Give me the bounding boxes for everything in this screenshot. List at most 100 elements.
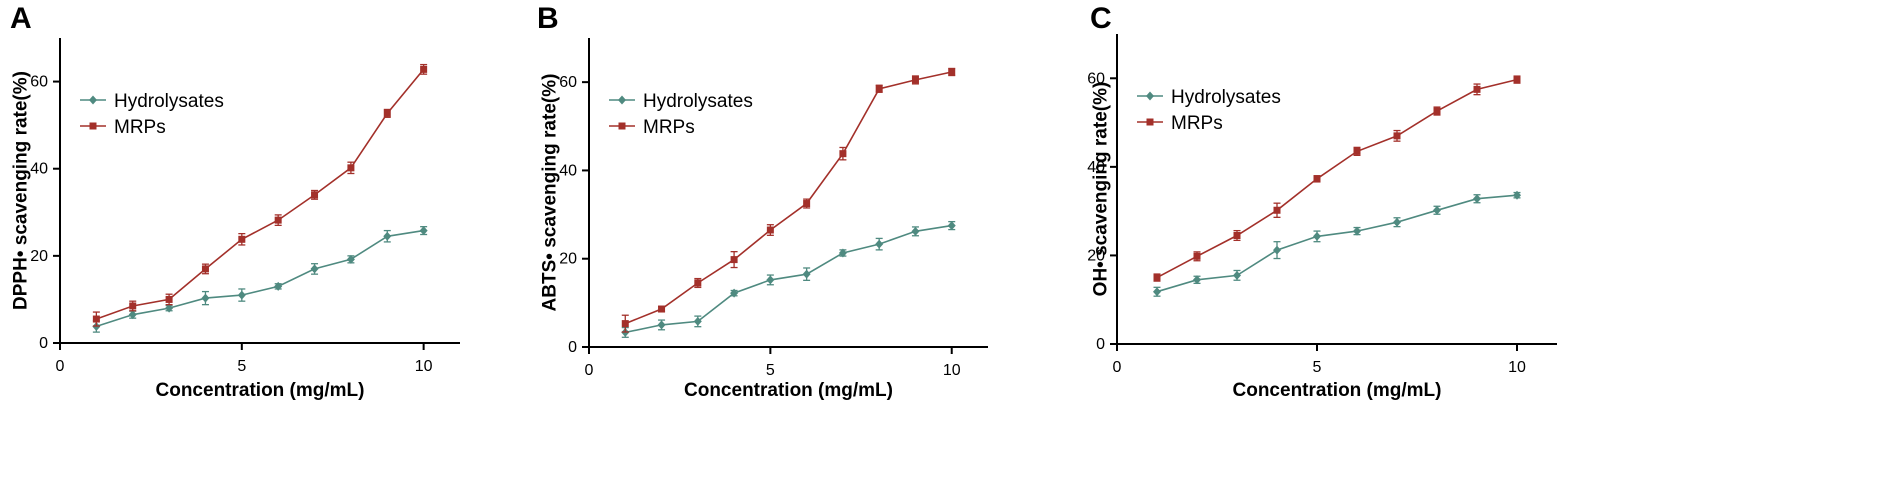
data-point [694, 279, 702, 287]
data-point [310, 264, 319, 274]
x-tick-label: 5 [766, 362, 775, 379]
data-point [346, 254, 355, 264]
chart-panel-b: B 0 20 40 60 0 5 10 Concentration (mg/mL) ABTS• s… [537, 2, 988, 401]
data-point [347, 164, 355, 172]
series-hydrolysates [1153, 190, 1521, 297]
legend: Hydrolysates MRPs [609, 91, 753, 138]
data-point [419, 226, 428, 236]
x-axis-title: Concentration (mg/mL) [684, 380, 893, 401]
y-tick-label: 20 [30, 248, 48, 265]
data-point [730, 256, 738, 264]
data-point [311, 191, 319, 199]
data-point [1193, 275, 1201, 285]
legend-marker [1146, 91, 1154, 101]
x-tick-label: 5 [237, 358, 246, 375]
chart-panel-c: C 0 20 40 60 0 5 10 Concentration (mg/mL) OH• sca… [1087, 2, 1557, 401]
data-point [1513, 76, 1521, 84]
data-point [1473, 85, 1481, 93]
data-point [911, 76, 919, 84]
data-point [839, 150, 847, 158]
y-tick-label: 60 [1087, 70, 1105, 87]
data-point [383, 231, 392, 241]
series-line [96, 68, 425, 320]
x-tick-label: 10 [1508, 359, 1526, 376]
series-mrps [1153, 75, 1521, 282]
x-tick-label: 10 [943, 362, 961, 379]
data-point [947, 221, 956, 231]
y-tick-label: 60 [559, 74, 577, 91]
series-line [1156, 78, 1518, 279]
data-point [1393, 132, 1401, 140]
data-point [1353, 226, 1361, 236]
data-point [274, 281, 283, 291]
data-point [657, 320, 666, 330]
panel-letter: C [1090, 2, 1112, 35]
panel-letter: B [537, 2, 559, 35]
y-tick-label: 0 [568, 339, 577, 356]
data-point [766, 226, 774, 234]
data-point [1233, 232, 1241, 239]
x-tick-label: 5 [1313, 359, 1322, 376]
y-tick-label: 20 [559, 251, 577, 268]
y-tick-label: 0 [1096, 336, 1105, 353]
data-point [1393, 217, 1401, 227]
x-tick-label: 0 [1113, 359, 1122, 376]
chart-panel-a: A 0 20 40 60 0 5 10 Concentration (mg/mL) DPPH• s… [10, 2, 460, 401]
data-point [911, 226, 920, 236]
data-point [128, 310, 137, 320]
legend-label: MRPs [1171, 113, 1223, 134]
data-point [1313, 175, 1321, 183]
data-point [948, 68, 956, 76]
series-line [625, 71, 952, 325]
data-point [875, 239, 884, 249]
data-point [1513, 190, 1521, 200]
data-point [201, 293, 210, 303]
legend-marker [89, 95, 97, 105]
data-point [237, 290, 246, 300]
y-tick-label: 60 [30, 74, 48, 91]
panel-letter: A [10, 2, 32, 35]
legend-marker [1146, 118, 1154, 126]
data-point [1433, 205, 1441, 215]
data-point [165, 303, 174, 313]
legend-marker [618, 95, 626, 105]
data-point [803, 200, 811, 208]
data-point [1313, 231, 1321, 241]
y-tick-label: 40 [30, 161, 48, 178]
legend-label: MRPs [114, 117, 166, 138]
series-mrps [92, 63, 428, 327]
data-point [92, 315, 100, 323]
data-point [420, 65, 428, 73]
y-tick-label: 40 [1087, 159, 1105, 176]
series-mrps [621, 67, 956, 333]
data-point [1193, 252, 1201, 260]
x-axis-title: Concentration (mg/mL) [156, 380, 365, 401]
series-line [625, 224, 952, 334]
data-point [1153, 274, 1161, 282]
y-tick-label: 0 [39, 335, 48, 352]
series-line [96, 229, 424, 328]
legend-label: Hydrolysates [114, 91, 224, 112]
data-point [383, 109, 391, 117]
series-hydrolysates [92, 226, 428, 333]
series-hydrolysates [621, 220, 956, 338]
x-tick-label: 0 [56, 358, 65, 375]
legend: Hydrolysates MRPs [80, 91, 224, 138]
data-point [693, 316, 702, 326]
y-axis-title: DPPH• scavenging rate(%) [11, 71, 32, 310]
data-point [1273, 206, 1281, 214]
data-point [875, 85, 883, 93]
data-point [658, 305, 666, 313]
data-point [1153, 287, 1161, 297]
data-point [1353, 147, 1361, 155]
legend-marker [89, 122, 97, 130]
data-point [129, 302, 137, 310]
series-line [1156, 194, 1518, 293]
data-point [621, 320, 629, 328]
y-axis-title: ABTS• scavenging rate(%) [540, 74, 561, 312]
legend-label: Hydrolysates [1171, 87, 1281, 108]
data-point [766, 275, 775, 285]
legend-marker [618, 122, 626, 130]
legend-label: MRPs [643, 117, 695, 138]
